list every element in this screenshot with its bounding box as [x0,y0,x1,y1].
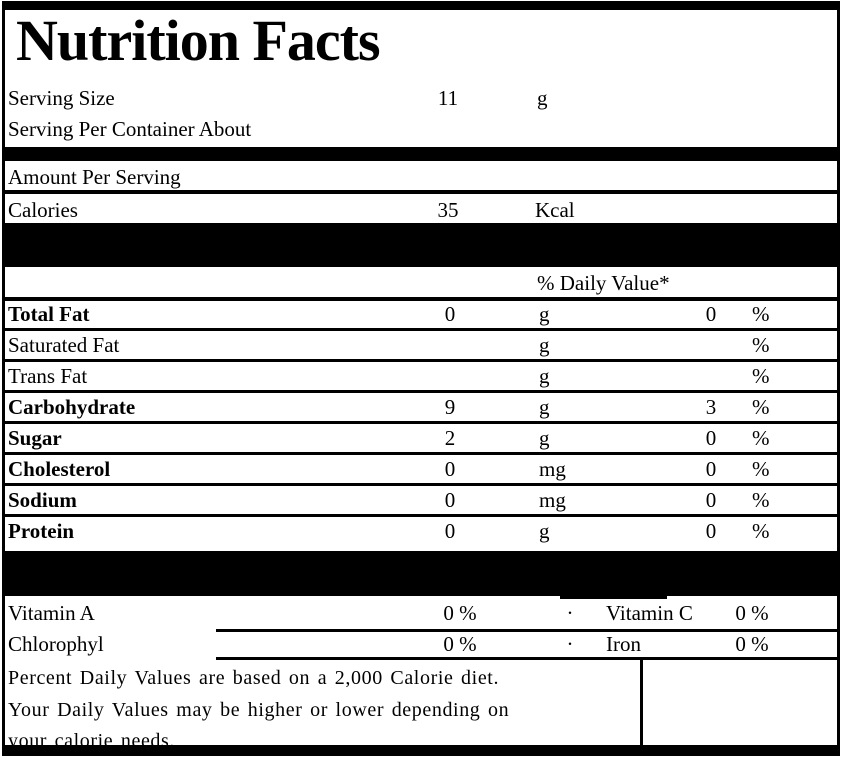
calories-value: 35 [437,198,459,222]
nutrient-label: Protein [8,519,75,543]
section-divider-bar-1 [2,147,840,161]
micronutrient-left-value: 0 % [443,632,477,656]
divider-line-amount [2,190,840,194]
serving-size-value: 11 [437,86,459,110]
nutrient-daily-value: 0 [705,457,717,481]
nutrient-label: Saturated Fat [8,333,120,357]
nutrient-row-saturated-fat: Saturated Fat g % [2,331,840,362]
label-title: Nutrition Facts [16,8,381,73]
nutrient-label: Trans Fat [8,364,88,388]
nutrient-percent-sign: % [752,519,770,543]
bullet-separator: · [566,601,574,625]
nutrient-daily-value: 3 [705,395,717,419]
micronutrient-right-value: 0 % [735,601,769,625]
nutrient-unit: g [539,302,550,326]
divider-bar-notch [560,596,667,599]
nutrient-unit: g [539,519,550,543]
nutrient-daily-value: 0 [705,519,717,543]
nutrient-value: 9 [444,395,456,419]
nutrient-row-carbohydrate: Carbohydrate 9 g 3 % [2,393,840,424]
nutrient-value: 2 [444,426,456,450]
nutrient-value: 0 [444,488,456,512]
nutrient-percent-sign: % [752,426,770,450]
micronutrient-right-label: Vitamin C [606,601,693,625]
nutrient-percent-sign: % [752,395,770,419]
nutrient-label: Total Fat [8,302,90,326]
section-divider-bar-3 [2,551,840,596]
nutrient-row-trans-fat: Trans Fat g % [2,362,840,393]
micronutrient-left-label: Vitamin A [8,601,95,625]
serving-size-unit: g [537,86,548,110]
micronutrient-right-label: Iron [606,632,641,656]
calories-unit: Kcal [535,198,575,222]
nutrient-unit: g [539,364,550,388]
nutrient-daily-value: 0 [705,426,717,450]
micronutrient-divider-1 [216,629,837,632]
nutrient-percent-sign: % [752,457,770,481]
micronutrient-divider-2 [216,657,837,660]
nutrient-percent-sign: % [752,302,770,326]
footnote-vertical-divider [640,660,643,745]
footnote-line-1: Percent Daily Values are based on a 2,00… [8,667,500,689]
nutrient-unit: mg [539,457,566,481]
nutrient-value: 0 [444,302,456,326]
nutrient-label: Sodium [8,488,77,512]
nutrient-unit: mg [539,488,566,512]
nutrient-row-protein: Protein 0 g 0 % [2,517,840,545]
nutrient-label: Carbohydrate [8,395,136,419]
nutrient-row-sodium: Sodium 0 mg 0 % [2,486,840,517]
nutrient-label: Sugar [8,426,62,450]
serving-size-label: Serving Size [8,86,115,110]
nutrient-percent-sign: % [752,488,770,512]
nutrient-row-cholesterol: Cholesterol 0 mg 0 % [2,455,840,486]
top-black-bar [2,1,840,10]
calories-label: Calories [8,198,78,222]
nutrient-unit: g [539,395,550,419]
bottom-black-bar [2,745,840,756]
footnote-line-2: Your Daily Values may be higher or lower… [8,699,510,721]
nutrient-value: 0 [444,457,456,481]
daily-value-header: % Daily Value* [537,271,670,295]
nutrient-unit: g [539,333,550,357]
amount-per-serving-label: Amount Per Serving [8,165,181,189]
section-divider-bar-2 [2,223,840,267]
divider-line-daily-value [2,297,840,301]
nutrient-table: Total Fat 0 g 0 % Saturated Fat g % Tran… [2,300,840,545]
nutrient-daily-value: 0 [705,302,717,326]
nutrient-row-total-fat: Total Fat 0 g 0 % [2,300,840,331]
nutrient-unit: g [539,426,550,450]
micronutrient-left-value: 0 % [443,601,477,625]
nutrient-percent-sign: % [752,364,770,388]
nutrient-row-sugar: Sugar 2 g 0 % [2,424,840,455]
micronutrient-right-value: 0 % [735,632,769,656]
nutrient-label: Cholesterol [8,457,111,481]
micronutrient-left-label: Chlorophyl [8,632,104,656]
nutrient-value: 0 [444,519,456,543]
nutrient-daily-value: 0 [705,488,717,512]
nutrient-percent-sign: % [752,333,770,357]
bullet-separator: · [566,632,574,656]
servings-per-container-label: Serving Per Container About [8,117,252,141]
